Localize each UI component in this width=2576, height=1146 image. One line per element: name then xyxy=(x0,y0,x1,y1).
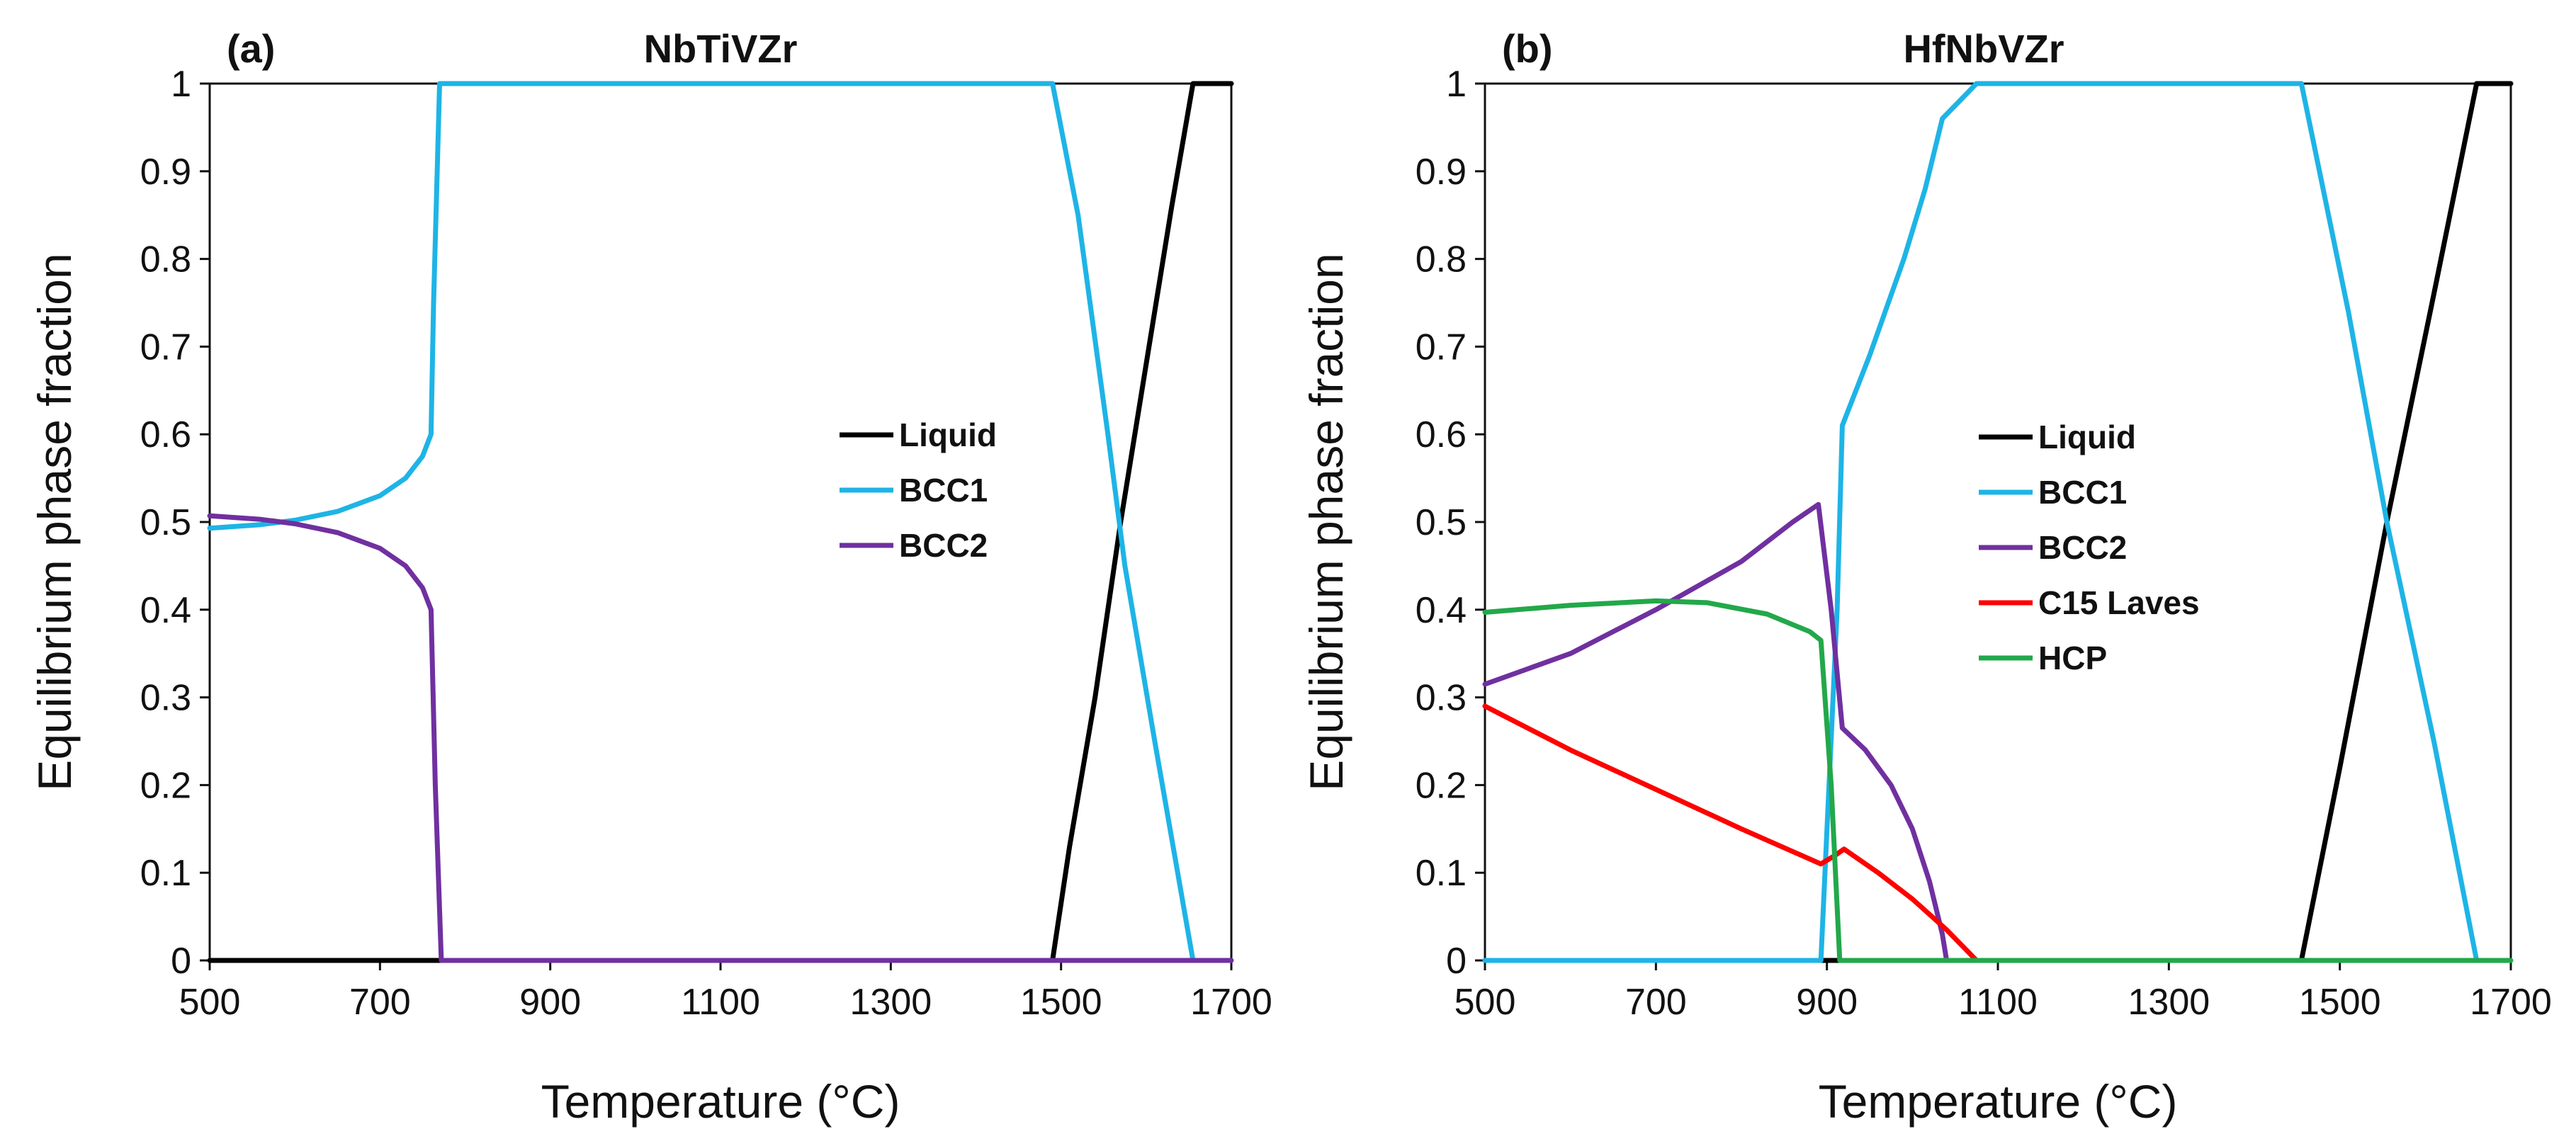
y-tick-label: 0.8 xyxy=(1416,239,1467,280)
y-axis-title: Equilibrium phase fraction xyxy=(28,253,81,790)
y-tick-label: 0.9 xyxy=(140,152,191,193)
y-tick-label: 0.3 xyxy=(140,678,191,719)
y-axis-title: Equilibrium phase fraction xyxy=(1300,253,1352,790)
y-tick-label: 1 xyxy=(1446,64,1467,105)
x-tick-label: 500 xyxy=(179,982,241,1023)
y-tick-label: 0.5 xyxy=(140,502,191,543)
series-line-hcp xyxy=(1482,598,2514,963)
y-tick-label: 0.1 xyxy=(140,853,191,894)
y-tick-label: 0.2 xyxy=(140,765,191,806)
x-tick-label: 1500 xyxy=(1020,982,1102,1023)
y-tick-label: 0.2 xyxy=(1416,765,1467,806)
y-tick-label: 0.6 xyxy=(1416,414,1467,455)
y-tick-label: 0.4 xyxy=(1416,590,1467,631)
x-tick-label: 1500 xyxy=(2299,982,2381,1023)
legend-label: Liquid xyxy=(2038,419,2136,455)
legend-label: BCC1 xyxy=(899,472,988,509)
legend: Liquid BCC1 BCC2 xyxy=(840,416,997,564)
series-line-liquid xyxy=(1482,81,2514,963)
x-tick-label: 1100 xyxy=(1958,982,2038,1023)
x-tick-label: 1700 xyxy=(1190,982,1272,1023)
x-tick-label: 900 xyxy=(1796,982,1858,1023)
series-line-bcc2 xyxy=(1482,501,1950,963)
y-tick-label: 0.5 xyxy=(1416,502,1467,543)
series-line-bcc1 xyxy=(207,81,1196,963)
x-axis-title: Temperature (°C) xyxy=(541,1075,900,1128)
y-tick-label: 0.6 xyxy=(140,414,191,455)
x-tick-label: 1300 xyxy=(849,982,932,1023)
y-tick-label: 0.3 xyxy=(1416,678,1467,719)
legend-label: BCC2 xyxy=(2038,529,2127,566)
legend-label: Liquid xyxy=(899,416,997,453)
x-tick-label: 700 xyxy=(1625,982,1687,1023)
legend-label: HCP xyxy=(2038,640,2107,676)
y-tick-label: 0 xyxy=(1446,941,1467,982)
series-line-bcc2 xyxy=(207,513,1234,963)
panel-label: (a) xyxy=(227,26,275,71)
x-axis-title: Temperature (°C) xyxy=(1819,1075,2178,1128)
legend-label: C15 Laves xyxy=(2038,584,2200,621)
x-tick-label: 1700 xyxy=(2470,982,2552,1023)
series-line-bcc1 xyxy=(1482,81,2480,963)
x-tick-label: 900 xyxy=(519,982,581,1023)
x-tick-label: 500 xyxy=(1454,982,1516,1023)
x-tick-label: 700 xyxy=(349,982,411,1023)
x-tick-label: 1100 xyxy=(681,982,760,1023)
y-tick-label: 0.1 xyxy=(1416,853,1467,894)
y-tick-label: 0.8 xyxy=(140,239,191,280)
y-tick-label: 0.7 xyxy=(140,327,191,368)
legend-label: BCC1 xyxy=(2038,474,2127,511)
series-line-c15-laves xyxy=(1482,703,1979,963)
x-tick-label: 1300 xyxy=(2128,982,2210,1023)
legend-label: BCC2 xyxy=(899,527,988,564)
plot-frame xyxy=(1484,82,2512,962)
chart-title: HfNbVZr xyxy=(1903,26,2064,71)
y-tick-label: 0.4 xyxy=(140,590,191,631)
y-tick-label: 1 xyxy=(171,64,191,105)
panel-label: (b) xyxy=(1502,26,1553,71)
y-tick-label: 0 xyxy=(171,941,191,982)
legend: Liquid BCC1 BCC2 C15 Laves HCP xyxy=(1979,419,2200,676)
y-tick-label: 0.9 xyxy=(1416,152,1467,193)
chart-title: NbTiVZr xyxy=(644,26,798,71)
y-tick-label: 0.7 xyxy=(1416,327,1467,368)
